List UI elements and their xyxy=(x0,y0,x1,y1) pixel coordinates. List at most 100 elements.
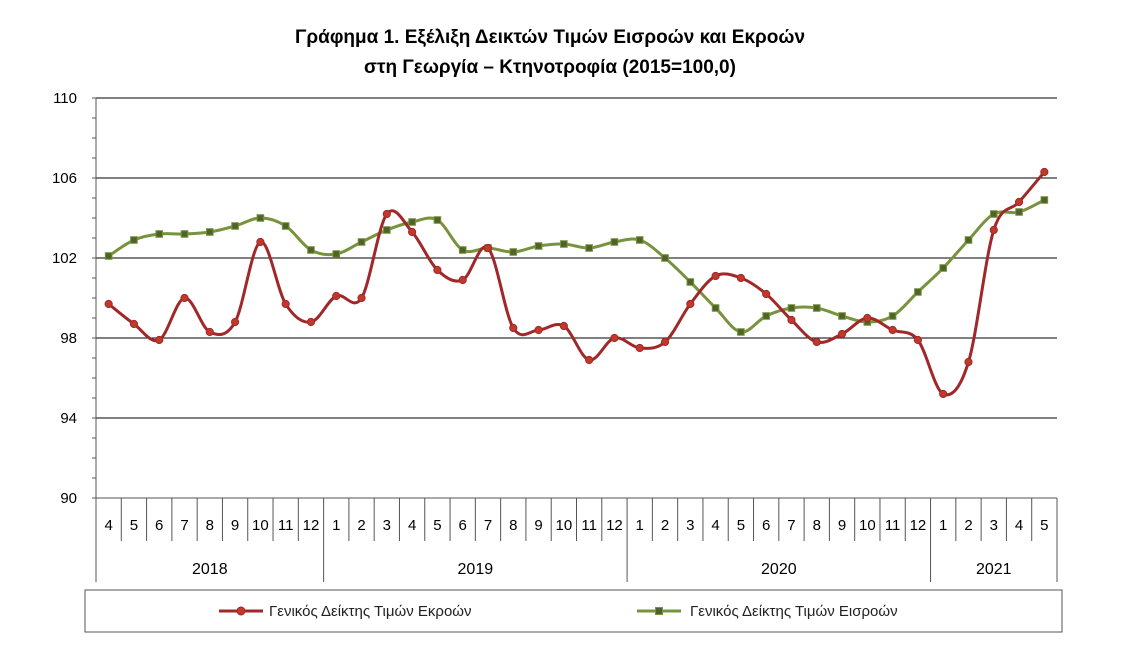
x-month-label: 10 xyxy=(252,517,269,534)
data-point xyxy=(762,289,771,299)
series-line xyxy=(107,198,1046,334)
data-point xyxy=(711,304,720,312)
data-point xyxy=(787,304,796,312)
data-point xyxy=(661,254,669,262)
x-month-label: 6 xyxy=(459,517,467,534)
x-month-label: 11 xyxy=(885,517,901,534)
x-month-label: 5 xyxy=(433,517,441,534)
data-point xyxy=(812,304,821,312)
x-month-label: 7 xyxy=(180,517,188,534)
data-point xyxy=(635,236,644,244)
data-point xyxy=(458,246,467,254)
data-point xyxy=(256,214,265,222)
x-month-label: 10 xyxy=(556,517,573,534)
x-month-label: 8 xyxy=(206,517,214,534)
data-point xyxy=(231,222,239,230)
data-point xyxy=(155,335,164,345)
data-point xyxy=(382,209,391,219)
data-point xyxy=(281,222,290,230)
data-point xyxy=(837,329,847,339)
data-point xyxy=(332,250,341,258)
data-point xyxy=(458,275,467,285)
legend: Γενικός Δείκτης Τιμών Εκροών Γενικός Δείκ… xyxy=(84,589,1063,633)
x-month-label: 3 xyxy=(686,517,694,534)
data-point xyxy=(433,265,442,275)
data-point xyxy=(914,288,922,296)
data-point xyxy=(762,312,770,320)
series-lines xyxy=(104,167,1049,399)
x-month-label: 5 xyxy=(737,517,745,534)
x-month-label: 3 xyxy=(990,517,998,534)
data-point xyxy=(281,299,290,309)
data-point xyxy=(585,355,594,365)
series-line xyxy=(107,171,1046,397)
y-tick-label: 106 xyxy=(52,170,77,187)
y-tick-label: 98 xyxy=(60,330,77,347)
data-point xyxy=(230,317,240,327)
data-point xyxy=(205,327,214,337)
data-point xyxy=(483,243,493,253)
x-month-label: 5 xyxy=(1040,517,1048,534)
x-month-label: 8 xyxy=(813,517,821,534)
x-month-label: 1 xyxy=(332,517,340,534)
x-month-label: 11 xyxy=(581,517,597,534)
data-point xyxy=(711,271,720,281)
data-point xyxy=(560,240,568,248)
data-point xyxy=(332,291,341,301)
data-point xyxy=(534,325,543,335)
data-point xyxy=(130,236,138,244)
data-point xyxy=(534,242,543,250)
legend-marker xyxy=(655,607,663,615)
x-month-label: 12 xyxy=(910,517,927,534)
data-point xyxy=(737,328,745,336)
x-month-label: 6 xyxy=(155,517,163,534)
x-month-label: 9 xyxy=(838,517,846,534)
x-month-label: 12 xyxy=(606,517,623,534)
data-point xyxy=(408,218,416,226)
x-month-label: 4 xyxy=(104,517,112,534)
data-point xyxy=(180,293,189,303)
data-point xyxy=(129,319,139,329)
gridlines xyxy=(96,97,1057,419)
x-month-label: 10 xyxy=(859,517,876,534)
data-point xyxy=(939,264,947,272)
data-point xyxy=(686,299,695,309)
data-point xyxy=(180,230,189,238)
y-tick-label: 110 xyxy=(53,90,77,107)
data-point xyxy=(888,312,897,320)
x-axis: 4 5 6 7 8 9 10 11 12 1 2 3 4 5 6 7 8 9 10 11 12 1 2 3 4 5 6 7 8 9 10 11… xyxy=(95,497,1058,582)
data-point xyxy=(559,321,568,331)
x-month-label: 1 xyxy=(636,517,644,534)
data-point xyxy=(635,343,644,353)
data-point xyxy=(964,236,973,244)
data-point xyxy=(913,335,923,345)
data-point xyxy=(357,293,366,303)
data-point xyxy=(585,244,593,252)
chart-subtitle: στη Γεωργία – Κτηνοτροφία (2015=100,0) xyxy=(364,57,736,78)
data-point xyxy=(256,237,265,247)
x-month-label: 2 xyxy=(964,517,972,534)
data-point xyxy=(1014,197,1024,207)
data-point xyxy=(1015,208,1023,216)
x-month-label: 7 xyxy=(787,517,795,534)
data-point xyxy=(989,210,998,218)
data-point xyxy=(812,337,821,347)
x-month-label: 2 xyxy=(357,517,365,534)
data-point xyxy=(838,312,846,320)
legend-label: Γενικός Δείκτης Τιμών Εκροών xyxy=(269,603,472,620)
y-tick-label: 90 xyxy=(60,490,77,507)
x-month-label: 6 xyxy=(762,517,770,534)
x-month-label: 7 xyxy=(484,517,492,534)
data-point xyxy=(104,299,113,309)
data-point xyxy=(408,227,417,237)
data-point xyxy=(383,226,391,234)
y-axis: 90 94 98 102 106 110 xyxy=(52,90,97,507)
x-month-label: 4 xyxy=(1015,517,1023,534)
data-point xyxy=(433,216,442,224)
data-point xyxy=(155,230,164,238)
data-point xyxy=(888,325,897,335)
data-point xyxy=(660,337,670,347)
x-year-label: 2018 xyxy=(192,561,228,578)
data-point xyxy=(206,228,214,236)
data-point xyxy=(964,357,973,367)
